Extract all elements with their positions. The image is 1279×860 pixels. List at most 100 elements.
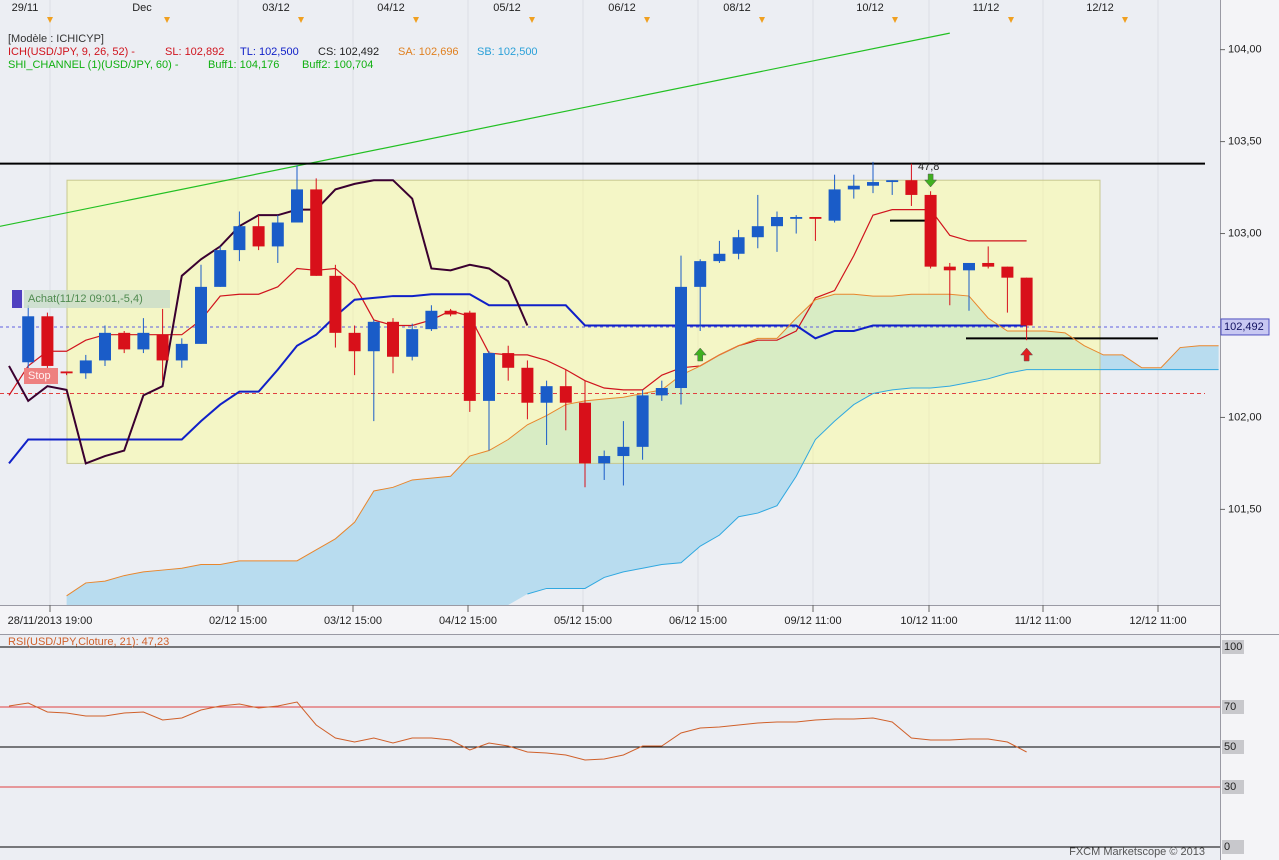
- top-axis-marker: [644, 17, 650, 23]
- indicator-label: SB: 102,500: [477, 46, 538, 58]
- candle-body: [406, 329, 419, 357]
- y-tick-label: 103,50: [1228, 136, 1262, 148]
- top-axis-label: 29/11: [12, 2, 39, 14]
- x-tick-label: 03/12 15:00: [324, 615, 382, 627]
- candle-body: [1001, 266, 1014, 278]
- y-tick-label: 104,00: [1228, 44, 1262, 56]
- top-axis-label: 03/12: [262, 2, 290, 14]
- top-axis-label: 11/12: [973, 2, 1000, 14]
- channel-line: [0, 32, 950, 227]
- x-tick-label: 05/12 15:00: [554, 615, 612, 627]
- x-tick-label: 11/12 11:00: [1015, 615, 1071, 627]
- candle-body: [636, 395, 649, 447]
- indicator-label: CS: 102,492: [318, 46, 379, 58]
- rsi-label: RSI(USD/JPY,Cloture, 21): 47,23: [8, 636, 169, 648]
- candle-body: [655, 388, 668, 396]
- y-tick-label: 103,00: [1228, 227, 1262, 239]
- candle-body: [60, 371, 73, 374]
- candle-body: [963, 262, 975, 271]
- candle-body: [713, 253, 726, 262]
- candle-body: [540, 386, 553, 403]
- candle-body: [771, 216, 783, 227]
- indicator-label: SL: 102,892: [165, 46, 224, 58]
- candle-body: [79, 360, 92, 374]
- candle-body: [233, 226, 246, 251]
- candle-body: [502, 353, 515, 368]
- top-axis-marker: [1122, 17, 1128, 23]
- stop-label-box: [24, 368, 58, 384]
- candle-body: [329, 275, 342, 333]
- x-tick-label: 04/12 15:00: [439, 615, 497, 627]
- rsi-tick-label: 50: [1224, 741, 1236, 753]
- candle-body: [905, 180, 918, 195]
- candle-body: [175, 343, 188, 361]
- top-axis-marker: [892, 17, 898, 23]
- candle-body: [924, 194, 937, 267]
- rsi-tick-label: 70: [1224, 701, 1236, 713]
- top-axis-marker: [1008, 17, 1014, 23]
- candle-body: [867, 182, 879, 186]
- candle-body: [99, 332, 111, 361]
- rsi-line: [8, 701, 1027, 761]
- candle-body: [118, 332, 131, 350]
- top-axis-label: 04/12: [377, 2, 405, 14]
- signal-arrow: [924, 173, 938, 188]
- buy-label: Achat(11/12 09:01,-5,4): [28, 293, 143, 305]
- indicator-label: ICH(USD/JPY, 9, 26, 52) -: [8, 46, 135, 58]
- candle-body: [291, 189, 303, 223]
- rsi-tick-box: [1222, 740, 1244, 754]
- top-axis-label: 06/12: [608, 2, 636, 14]
- ichimoku-line: [8, 209, 1027, 396]
- candle-body: [195, 286, 207, 344]
- signal-label: 47,8: [918, 161, 939, 173]
- candle-body: [22, 316, 35, 363]
- candle-body: [982, 262, 995, 267]
- x-tick-label: 06/12 15:00: [669, 615, 727, 627]
- signal-arrow: [693, 347, 707, 362]
- candle-body: [751, 226, 764, 238]
- last-price-label: 102,492: [1224, 321, 1264, 333]
- rsi-tick-box: [1222, 840, 1244, 854]
- rsi-tick-label: 100: [1224, 641, 1242, 653]
- candle-body: [310, 189, 323, 276]
- indicator-label: SA: 102,696: [398, 46, 459, 58]
- top-axis-marker: [47, 17, 53, 23]
- stop-label: Stop: [28, 370, 51, 382]
- candle-body: [214, 250, 227, 287]
- ichimoku-line: [8, 179, 529, 465]
- buy-label-box: [24, 290, 170, 308]
- indicator-label: TL: 102,500: [240, 46, 299, 58]
- candle-body: [483, 353, 495, 401]
- candle-body: [348, 332, 361, 352]
- rsi-tick-label: 30: [1224, 781, 1236, 793]
- candle-body: [41, 316, 54, 366]
- y-tick-label: 101,50: [1228, 503, 1262, 515]
- candle-body: [521, 367, 534, 403]
- candle-body: [943, 266, 956, 271]
- x-tick-label: 28/11/2013 19:00: [8, 615, 93, 627]
- footer: FXCM Marketscope © 2013: [1069, 846, 1205, 858]
- candle-body: [387, 321, 399, 357]
- candle-body: [617, 446, 630, 457]
- candle-body: [847, 185, 860, 190]
- candle-body: [675, 286, 687, 389]
- signal-arrow: [1020, 347, 1034, 362]
- top-axis-marker: [413, 17, 419, 23]
- rsi-tick-box: [1222, 700, 1244, 714]
- candle-body: [252, 226, 265, 247]
- ichimoku-line: [527, 369, 1219, 595]
- candle-body: [598, 456, 611, 464]
- last-price-box: [1220, 318, 1270, 336]
- top-axis-marker: [759, 17, 765, 23]
- top-axis-label: 12/12: [1086, 2, 1114, 14]
- y-tick-label: 102,00: [1228, 411, 1262, 423]
- x-tick-label: 09/12 11:00: [784, 615, 841, 627]
- candle-body: [444, 310, 457, 315]
- candle-body: [156, 334, 169, 361]
- indicator-label: Buff1: 104,176: [208, 59, 279, 71]
- candle-body: [463, 312, 476, 401]
- candle-body: [886, 180, 899, 183]
